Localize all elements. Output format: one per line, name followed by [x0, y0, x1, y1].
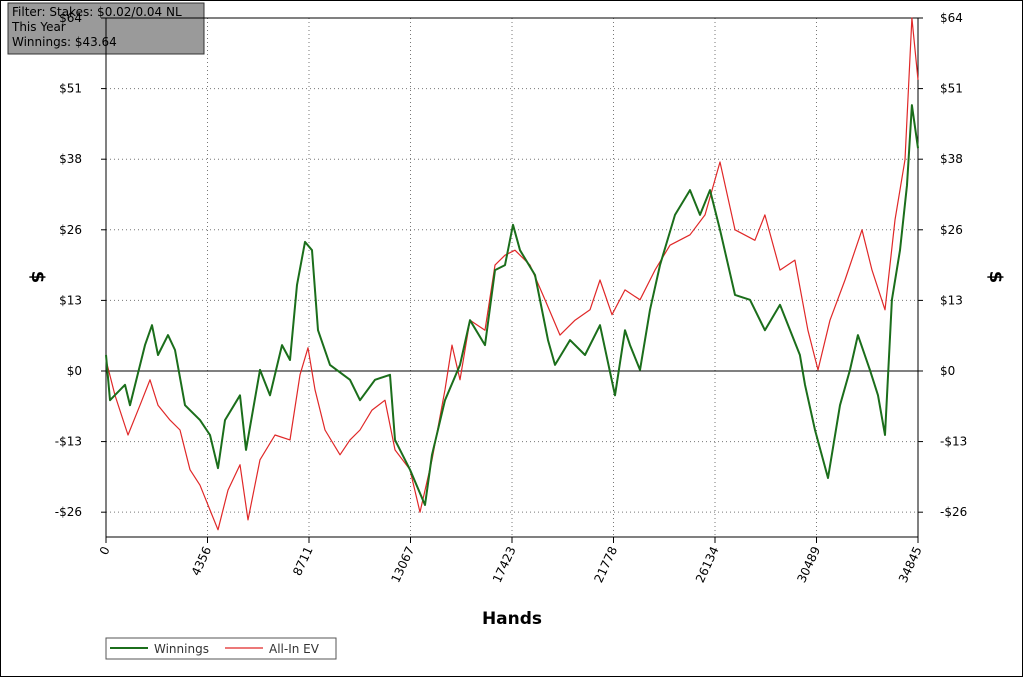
y2-axis-title: $ [985, 271, 1006, 284]
y2-tick-label: $0 [940, 364, 955, 378]
y2-tick-label: -$13 [940, 435, 967, 449]
legend: Winnings All-In EV [105, 637, 337, 660]
series-line [105, 104, 919, 506]
legend-label: Winnings [154, 642, 209, 656]
legend-box [105, 637, 337, 660]
y-tick-label: $51 [59, 82, 82, 96]
y-tick-label: $26 [59, 223, 82, 237]
y2-tick-label: $64 [940, 11, 963, 25]
x-axis-title: Hands [482, 609, 542, 629]
y2-tick-label: $38 [940, 152, 963, 166]
plot-area [105, 17, 919, 538]
y-tick-label: $13 [59, 293, 82, 307]
info-line: Winnings: $43.64 [12, 35, 117, 49]
y-tick-label: -$13 [55, 435, 82, 449]
y-tick-label: $38 [59, 152, 82, 166]
y-tick-label: -$26 [55, 505, 82, 519]
y-axis-title: $ [27, 271, 48, 284]
y2-tick-label: $51 [940, 82, 963, 96]
y-tick-label: $0 [67, 364, 82, 378]
info-line: Filter: Stakes: $0.02/0.04 NL [12, 5, 182, 19]
legend-label: All-In EV [269, 642, 320, 656]
y2-tick-label: $13 [940, 293, 963, 307]
y2-tick-label: $26 [940, 223, 963, 237]
y2-tick-label: -$26 [940, 505, 967, 519]
info-line: This Year [11, 20, 66, 34]
y-tick-label: $64 [59, 11, 82, 25]
